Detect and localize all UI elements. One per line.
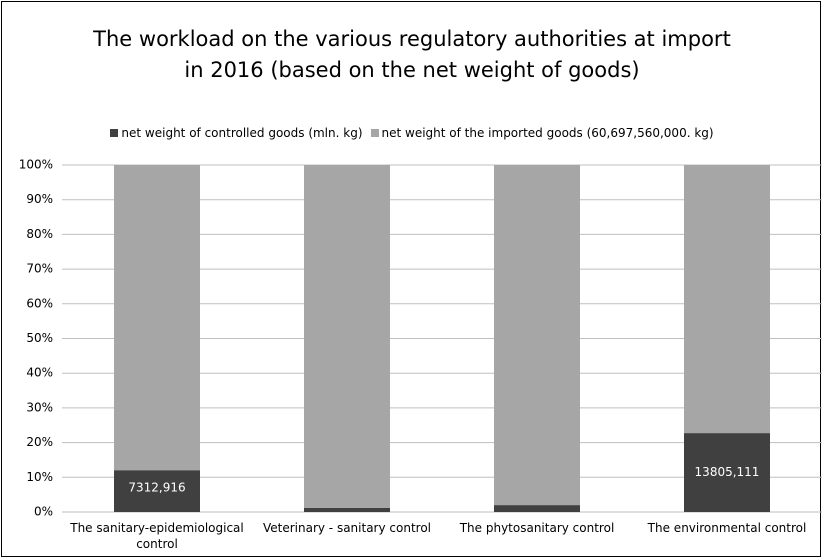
legend-item: net weight of the imported goods (60,697… xyxy=(370,126,714,140)
bar-segment xyxy=(494,165,580,506)
x-tick-label: The environmental control xyxy=(647,521,807,535)
y-tick-label: 10% xyxy=(26,470,53,484)
bar-segment xyxy=(114,165,200,471)
bar-segment xyxy=(684,165,770,434)
data-label: 7312,916 xyxy=(128,481,185,495)
y-tick-label: 50% xyxy=(26,331,53,345)
legend-swatch xyxy=(110,129,119,137)
x-tick-label: The phytosanitary control xyxy=(459,521,615,535)
x-tick-label: Veterinary - sanitary control xyxy=(262,521,432,535)
y-tick-label: 20% xyxy=(26,435,53,449)
legend-item: net weight of controlled goods (mln. kg) xyxy=(110,126,363,140)
bar-segment xyxy=(304,507,390,512)
y-tick-label: 70% xyxy=(26,262,53,276)
bar-segment xyxy=(114,470,200,512)
y-tick-label: 80% xyxy=(26,227,53,241)
y-tick-label: 30% xyxy=(26,400,53,414)
y-tick-label: 100% xyxy=(19,158,53,172)
chart-title: The workload on the various regulatory a… xyxy=(93,27,731,82)
legend-swatch xyxy=(370,129,379,137)
bar-segment xyxy=(494,505,580,512)
legend-label: net weight of the imported goods (60,697… xyxy=(381,126,714,140)
bar-segment xyxy=(304,165,390,508)
y-tick-label: 0% xyxy=(34,505,53,519)
y-tick-label: 60% xyxy=(26,296,53,310)
bar-segment xyxy=(684,433,770,512)
data-label: 13805,111 xyxy=(695,465,760,479)
legend-label: net weight of controlled goods (mln. kg) xyxy=(121,126,363,140)
x-tick-label: The sanitary-epidemiological control xyxy=(70,521,244,551)
legend: net weight of controlled goods (mln. kg)… xyxy=(0,126,824,140)
y-tick-label: 40% xyxy=(26,366,53,380)
y-tick-label: 90% xyxy=(26,192,53,206)
